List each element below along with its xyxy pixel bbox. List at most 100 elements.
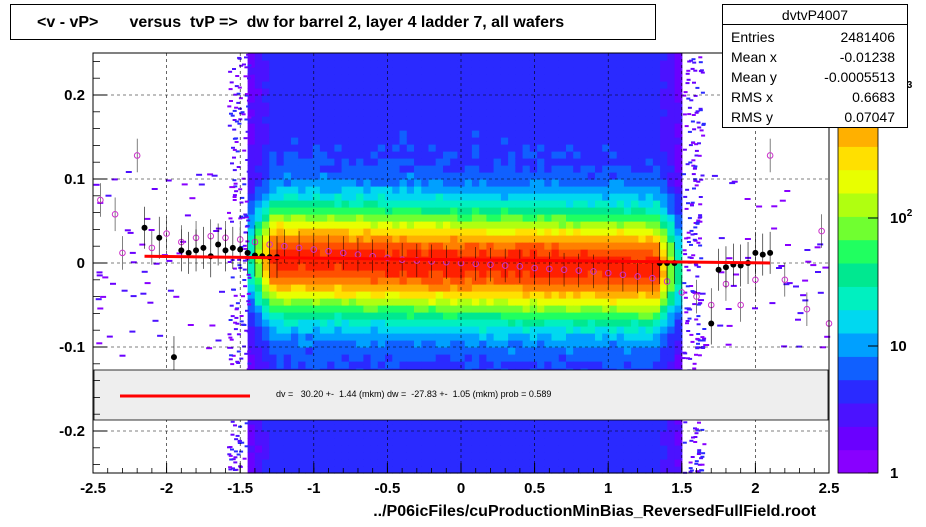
heatmap-cell	[291, 319, 299, 327]
heatmap-cell	[341, 60, 350, 68]
heatmap-cell	[239, 320, 244, 323]
heatmap-cell	[227, 211, 231, 214]
heatmap-cell	[573, 270, 581, 278]
heatmap-cell	[370, 67, 379, 75]
heatmap-cell	[254, 102, 263, 110]
heatmap-cell	[298, 67, 306, 75]
heatmap-cell	[236, 92, 241, 95]
heatmap-cell	[486, 424, 495, 432]
heatmap-cell	[111, 178, 118, 181]
heatmap-cell	[435, 298, 444, 306]
heatmap-cell	[129, 251, 136, 254]
heatmap-cell	[312, 445, 321, 453]
profile-open-marker	[111, 210, 119, 218]
heatmap-cell	[428, 284, 437, 292]
heatmap-cell	[385, 424, 393, 432]
heatmap-cell	[623, 277, 632, 285]
heatmap-cell	[428, 137, 437, 145]
heatmap-cell	[566, 186, 574, 194]
heatmap-cell	[305, 459, 314, 467]
heatmap-cell	[652, 417, 661, 425]
heatmap-cell	[385, 438, 393, 446]
heatmap-cell	[537, 193, 545, 201]
heatmap-cell	[254, 123, 263, 131]
heatmap-cell	[645, 193, 654, 201]
heatmap-cell	[298, 102, 306, 110]
heatmap-cell	[623, 102, 632, 110]
heatmap-cell	[291, 333, 299, 341]
heatmap-cell	[660, 74, 668, 82]
heatmap-cell	[334, 333, 343, 341]
heatmap-cell	[652, 221, 661, 229]
heatmap-cell	[237, 122, 242, 125]
heatmap-cell	[319, 95, 328, 103]
heatmap-cell	[348, 81, 357, 89]
heatmap-cell	[319, 305, 328, 313]
heatmap-cell	[544, 137, 553, 145]
heatmap-cell	[235, 302, 240, 305]
heatmap-cell	[486, 193, 495, 201]
heatmap-cell	[377, 235, 386, 243]
heatmap-cell	[95, 298, 102, 301]
heatmap-cell	[356, 88, 364, 96]
heatmap-cell	[298, 424, 306, 432]
heatmap-cell	[566, 291, 574, 299]
heatmap-cell	[399, 284, 408, 292]
heatmap-cell	[479, 298, 487, 306]
heatmap-cell	[558, 151, 567, 159]
heatmap-cell	[595, 130, 603, 138]
heatmap-cell	[269, 165, 278, 173]
heatmap-cell	[595, 193, 603, 201]
profile-filled-marker	[715, 266, 722, 273]
heatmap-cell	[508, 340, 516, 348]
heatmap-cell	[471, 361, 480, 369]
heatmap-cell	[428, 109, 437, 117]
heatmap-cell	[262, 298, 270, 306]
heatmap-cell	[674, 95, 683, 103]
heatmap-cell	[406, 102, 415, 110]
heatmap-cell	[595, 123, 603, 131]
heatmap-cell	[493, 53, 502, 61]
heatmap-cell	[247, 67, 256, 75]
heatmap-cell	[269, 445, 278, 453]
heatmap-cell	[645, 466, 654, 474]
heatmap-cell	[414, 354, 422, 362]
heatmap-cell	[269, 361, 278, 369]
heatmap-cell	[414, 123, 422, 131]
heatmap-cell	[493, 277, 502, 285]
heatmap-cell	[262, 284, 270, 292]
heatmap-cell	[674, 151, 683, 159]
heatmap-cell	[385, 284, 393, 292]
heatmap-cell	[421, 88, 430, 96]
heatmap-cell	[450, 291, 458, 299]
heatmap-cell	[819, 346, 826, 349]
heatmap-cell	[479, 333, 487, 341]
heatmap-cell	[580, 151, 589, 159]
heatmap-cell	[392, 221, 401, 229]
heatmap-cell	[450, 305, 458, 313]
heatmap-cell	[667, 340, 676, 348]
heatmap-cell	[356, 67, 364, 75]
heatmap-cell	[573, 312, 581, 320]
heatmap-cell	[580, 459, 589, 467]
heatmap-cell	[319, 459, 328, 467]
heatmap-cell	[631, 95, 639, 103]
heatmap-cell	[298, 186, 306, 194]
heatmap-cell	[667, 312, 676, 320]
heatmap-cell	[558, 452, 567, 460]
heatmap-cell	[660, 123, 668, 131]
heatmap-cell	[232, 128, 237, 131]
heatmap-cell	[685, 320, 690, 322]
heatmap-cell	[692, 303, 697, 306]
heatmap-cell	[291, 102, 299, 110]
heatmap-cell	[652, 151, 661, 159]
heatmap-cell	[537, 340, 545, 348]
heatmap-cell	[450, 102, 458, 110]
heatmap-cell	[363, 228, 372, 236]
heatmap-cell	[356, 214, 364, 222]
heatmap-cell	[479, 165, 487, 173]
heatmap-cell	[500, 158, 509, 166]
heatmap-cell	[696, 303, 701, 306]
heatmap-cell	[276, 354, 285, 362]
heatmap-cell	[334, 116, 343, 124]
